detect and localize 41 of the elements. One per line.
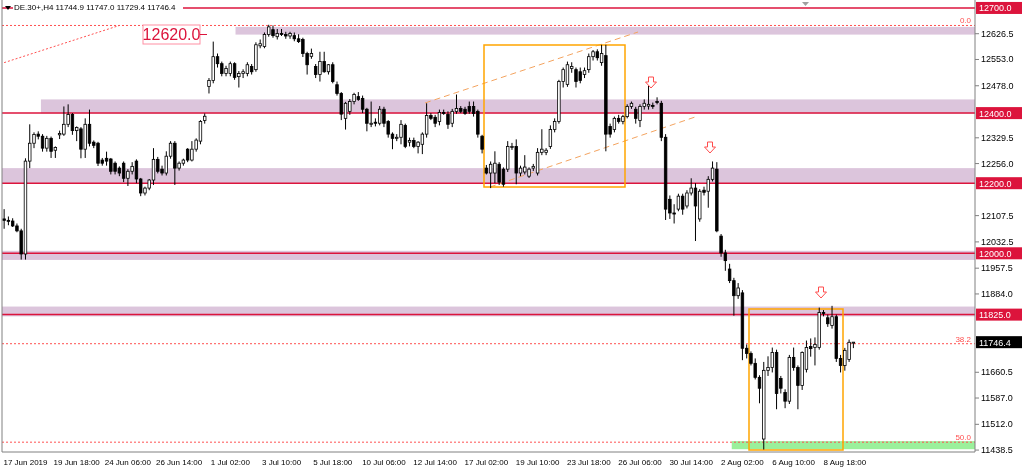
annotation: 50.0: [955, 433, 972, 443]
y-tick-label: 12553.0: [981, 54, 1014, 65]
x-tick-label: 30 Jul 14:00: [669, 458, 714, 467]
x-tick-label: 23 Jul 18:00: [566, 458, 612, 467]
ref-line-label: 12000.0: [979, 248, 1012, 259]
x-tick-label: 5 Jul 18:00: [313, 458, 353, 467]
x-tick-label: 2 Aug 02:00: [721, 458, 765, 467]
chart-title: DE.30+,H4 11744.9 11747.0 11729.4 11746.4: [14, 3, 177, 12]
y-tick-label: 12256.0: [981, 158, 1014, 169]
y-tick-label: 12626.5: [981, 28, 1014, 39]
x-tick-label: 8 Aug 18:00: [823, 458, 867, 467]
text: 11746.4: [979, 337, 1011, 348]
y-tick-label: 11587.0: [981, 393, 1013, 404]
x-tick-label: 19 Jun 18:00: [53, 458, 101, 467]
y-tick-label: 12478.0: [981, 80, 1014, 91]
y-tick-label: 11957.5: [981, 263, 1013, 274]
y-tick-label: 12032.5: [981, 236, 1014, 247]
x-tick-label: 26 Jul 06:00: [618, 458, 663, 467]
y-tick-label: 11884.0: [981, 288, 1013, 299]
x-tick-label: 3 Jul 10:00: [261, 458, 302, 467]
ref-line-label: 12200.0: [979, 178, 1012, 189]
annotation: 12620.0: [142, 26, 201, 43]
ref-line-label: 11825.0: [979, 310, 1011, 321]
y-tick-label: 11660.5: [981, 367, 1013, 378]
y-tick-label: 11512.0: [981, 419, 1013, 430]
x-tick-label: 1 Jul 02:00: [210, 458, 251, 467]
x-tick-label: 12 Jul 14:00: [413, 458, 458, 467]
x-tick-label: 6 Aug 10:00: [772, 458, 816, 467]
x-tick-label: 26 Jun 14:00: [155, 458, 203, 467]
x-tick-label: 24 Jun 06:00: [104, 458, 152, 467]
ref-line-label: 12700.0: [979, 3, 1012, 14]
y-tick-label: 11438.5: [981, 445, 1013, 456]
x-tick-label: 17 Jun 2019: [3, 458, 49, 467]
x-tick-label: 17 Jul 02:00: [464, 458, 509, 467]
y-tick-label: 12329.5: [981, 132, 1014, 143]
annotation: 0.0: [959, 16, 972, 26]
annotation: 38.2: [955, 334, 972, 344]
x-tick-label: 19 Jul 10:00: [515, 458, 560, 467]
x-tick-label: 10 Jul 06:00: [362, 458, 407, 467]
ref-line-label: 12400.0: [979, 108, 1012, 119]
y-tick-label: 12107.5: [981, 210, 1014, 221]
